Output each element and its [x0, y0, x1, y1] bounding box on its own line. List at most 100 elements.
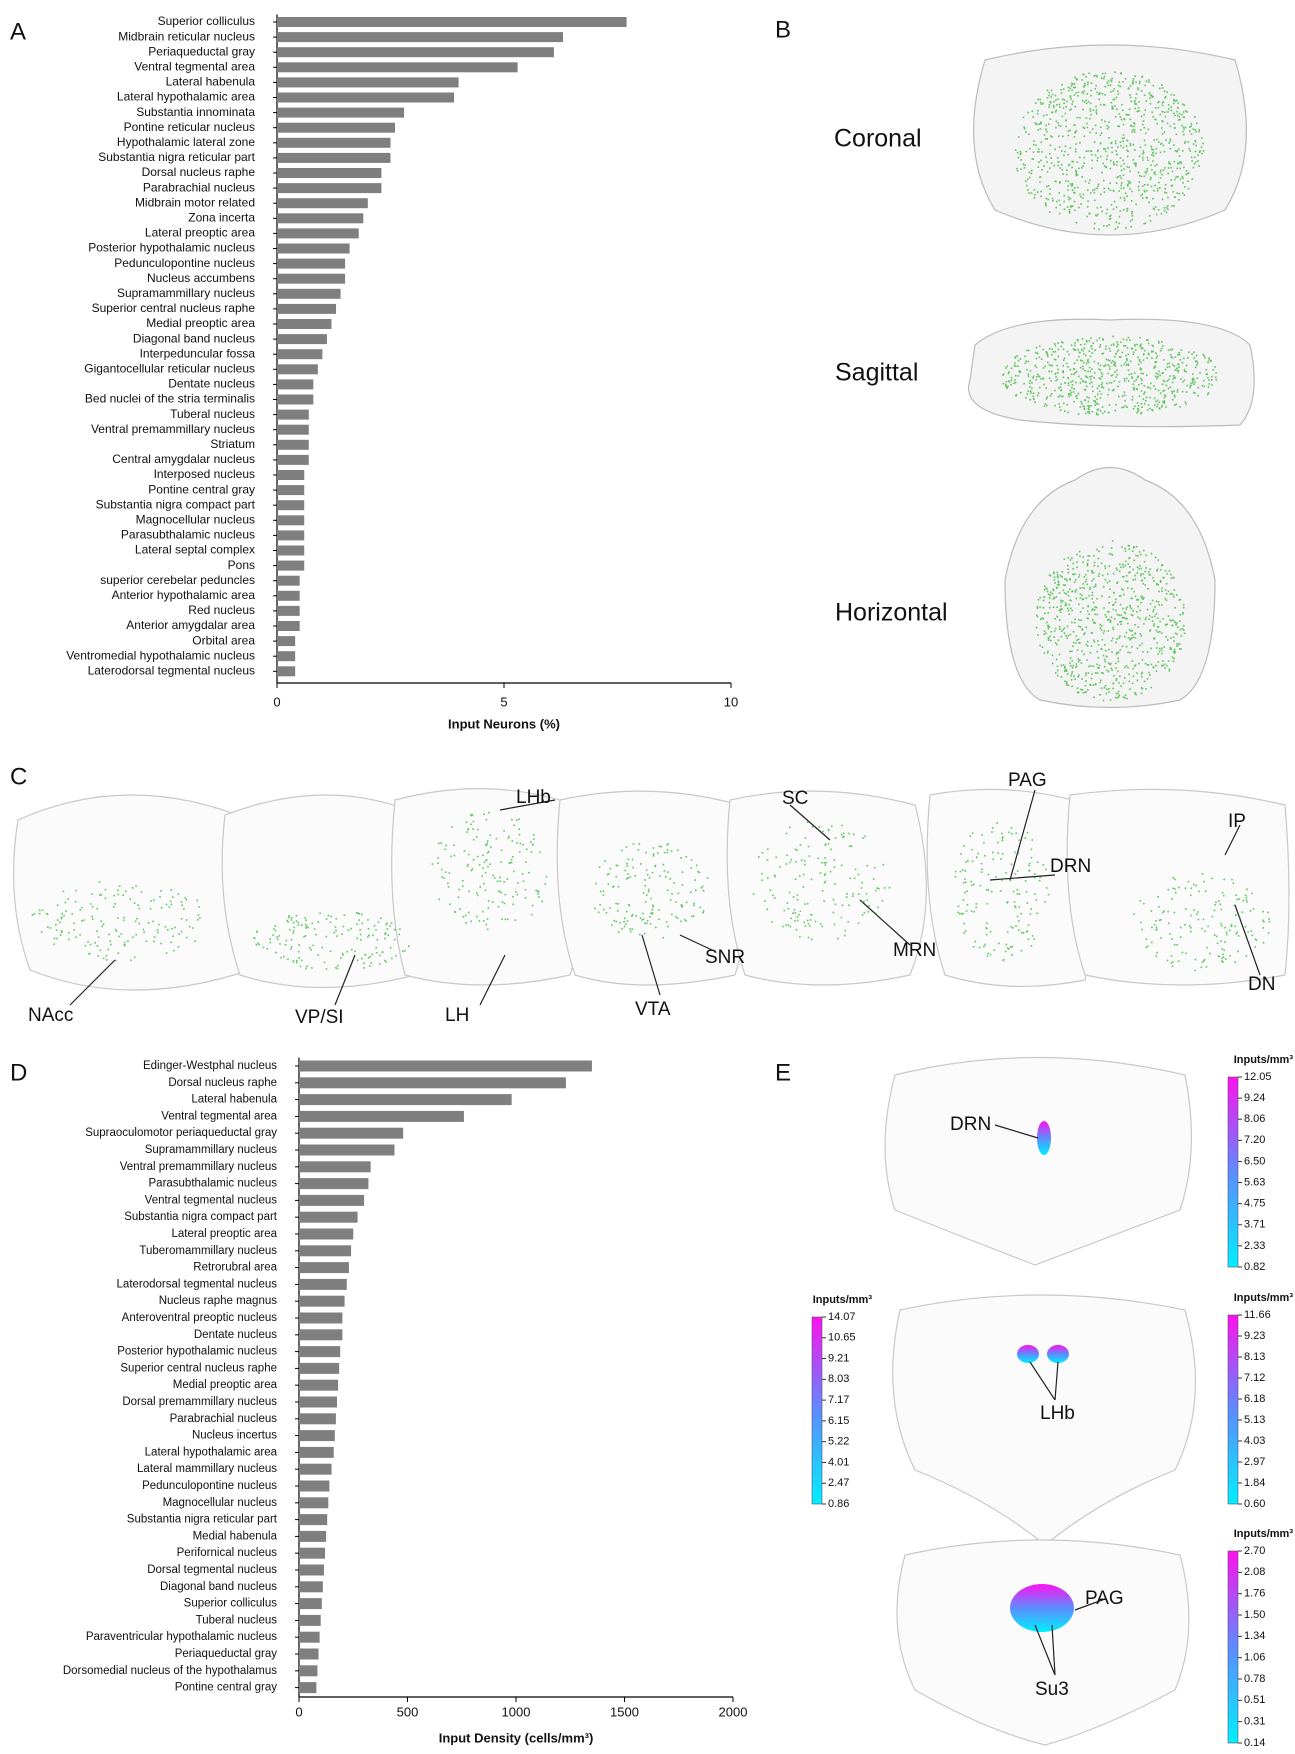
colorbar-label: 0.86	[828, 1498, 849, 1510]
cell	[293, 961, 295, 963]
cell	[1099, 694, 1101, 696]
cell	[984, 855, 986, 857]
cell	[1099, 337, 1101, 339]
cell	[1090, 356, 1092, 358]
cell	[1102, 546, 1104, 548]
cell	[786, 833, 788, 835]
cell	[61, 932, 63, 934]
cell	[318, 921, 320, 923]
cell	[667, 926, 669, 928]
cell	[1047, 652, 1049, 654]
cell	[1145, 223, 1147, 225]
cell	[1116, 97, 1118, 99]
cell	[1159, 88, 1161, 90]
cell	[822, 926, 824, 928]
cell	[1133, 547, 1135, 549]
cell	[1127, 347, 1129, 349]
cell	[50, 927, 52, 929]
cell	[1079, 157, 1081, 159]
cell	[1064, 627, 1066, 629]
cell	[1087, 641, 1089, 643]
cell	[1096, 549, 1098, 551]
cell	[1138, 599, 1140, 601]
cell	[1036, 913, 1038, 915]
colorbar-title: Inputs/mm³	[813, 1294, 873, 1306]
cell	[1143, 114, 1145, 116]
cell	[598, 912, 600, 914]
cell	[1256, 939, 1258, 941]
cell	[1059, 592, 1061, 594]
cell	[1160, 937, 1162, 939]
cell	[1178, 199, 1180, 201]
cell	[864, 912, 866, 914]
cell	[1155, 401, 1157, 403]
category-label: Retrorubral area	[193, 1262, 277, 1274]
cell	[1175, 176, 1177, 178]
cell	[1083, 90, 1085, 92]
cell	[1070, 600, 1072, 602]
cell	[1171, 938, 1173, 940]
cell	[1218, 900, 1220, 902]
cell	[1143, 354, 1145, 356]
cell	[1120, 188, 1122, 190]
cell	[1170, 647, 1172, 649]
cell	[1141, 116, 1143, 118]
cell	[472, 814, 474, 816]
cell	[792, 912, 794, 914]
cell	[1090, 652, 1092, 654]
cell	[624, 926, 626, 928]
cell	[1103, 655, 1105, 657]
cell	[1168, 889, 1170, 891]
cell	[1079, 194, 1081, 196]
cell	[1156, 601, 1158, 603]
colorbar-label: 1.50	[1244, 1609, 1265, 1621]
cell	[1126, 195, 1128, 197]
cell	[1101, 77, 1103, 79]
cell	[1039, 181, 1041, 183]
cell	[1102, 639, 1104, 641]
cell	[1059, 619, 1061, 621]
cell	[882, 900, 884, 902]
cell	[408, 945, 410, 947]
cell	[1028, 373, 1030, 375]
cell	[1088, 672, 1090, 674]
cell	[515, 891, 517, 893]
cell	[1142, 348, 1144, 350]
colorbar-label: 2.47	[828, 1477, 849, 1489]
cell	[962, 913, 964, 915]
cell	[807, 822, 809, 824]
cell	[1138, 107, 1140, 109]
cell	[1162, 912, 1164, 914]
cell	[335, 930, 337, 932]
cell	[65, 911, 67, 913]
cell	[517, 894, 519, 896]
cell	[1133, 353, 1135, 355]
cell	[1075, 106, 1077, 108]
cell	[1135, 664, 1137, 666]
cell	[1164, 400, 1166, 402]
cell	[1025, 880, 1027, 882]
cell	[1065, 605, 1067, 607]
cell	[1111, 616, 1113, 618]
cell	[1179, 193, 1181, 195]
slice	[897, 1540, 1189, 1745]
cell	[1038, 123, 1040, 125]
cell	[1191, 353, 1193, 355]
cell	[1110, 79, 1112, 81]
cell	[657, 852, 659, 854]
cell	[1105, 579, 1107, 581]
cell	[774, 875, 776, 877]
cell	[1155, 373, 1157, 375]
cell	[298, 924, 300, 926]
cell	[1087, 150, 1089, 152]
cell	[1060, 386, 1062, 388]
cell	[368, 935, 370, 937]
cell	[1057, 675, 1059, 677]
cell	[1082, 100, 1084, 102]
cell	[1123, 147, 1125, 149]
cell	[1147, 387, 1149, 389]
cell	[1120, 197, 1122, 199]
cell	[1165, 139, 1167, 141]
cell	[1050, 594, 1052, 596]
cell	[1105, 346, 1107, 348]
